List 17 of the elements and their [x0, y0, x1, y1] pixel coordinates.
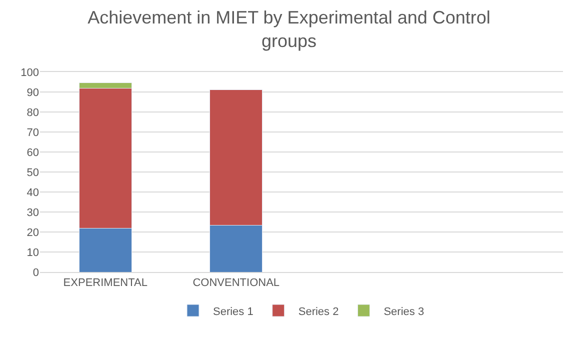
y-tick-label: 40: [26, 186, 39, 199]
y-tick-label: 80: [26, 106, 39, 119]
y-tick-label: 70: [26, 126, 39, 139]
y-tick-label: 0: [32, 266, 39, 279]
legend-label: Series 3: [384, 306, 424, 318]
legend-label: Series 2: [298, 306, 339, 318]
y-tick-label: 20: [26, 226, 39, 239]
legend-label: Series 1: [213, 306, 254, 318]
x-tick-label: CONVENTIONAL: [192, 277, 280, 290]
y-tick-label: 90: [26, 86, 39, 99]
x-tick-label: EXPERIMENTAL: [63, 277, 148, 290]
y-tick-label: 100: [20, 66, 39, 79]
chart-title: Achievement in MIET by Experimental and Control groups: [88, 8, 490, 51]
y-tick-label: 60: [26, 146, 39, 159]
y-tick-label: 10: [26, 246, 39, 259]
y-tick-label: 50: [26, 166, 39, 179]
y-tick-label: 30: [26, 206, 39, 219]
